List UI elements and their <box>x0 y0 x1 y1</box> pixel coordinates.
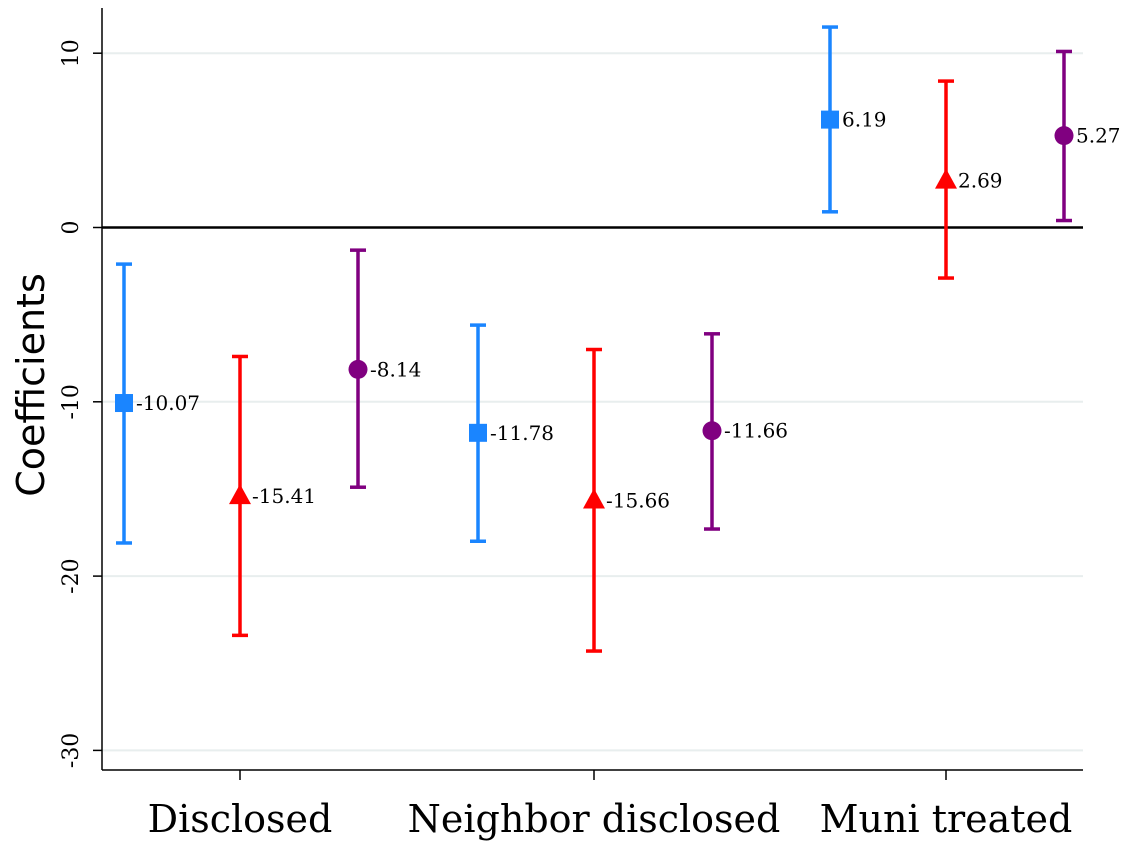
y-tick-label: -30 <box>59 733 84 768</box>
axis-layer: 10 0 -10 -20 -30 Disclosed Neighbor disclosed M… <box>59 8 1083 841</box>
circle-marker <box>348 359 368 379</box>
data-label: 6.19 <box>842 108 887 132</box>
label-layer: -10.07 -11.78 6.19 -15.41 -15.66 2.69 -8.14 -11… <box>136 108 1121 513</box>
marker-layer <box>115 110 1074 509</box>
data-label: 5.27 <box>1076 124 1121 148</box>
y-tick-label: -20 <box>59 558 84 593</box>
triangle-marker <box>935 168 957 189</box>
square-marker <box>115 394 133 413</box>
data-label: -11.66 <box>724 419 788 443</box>
y-axis-title: Coefficients <box>9 273 53 497</box>
square-marker <box>469 423 487 442</box>
data-label: -11.78 <box>490 421 554 445</box>
y-tick-label: 0 <box>59 221 84 235</box>
square-marker <box>821 110 839 129</box>
data-label: 2.69 <box>958 169 1003 193</box>
y-tick-label: -10 <box>59 384 84 419</box>
data-label: -15.66 <box>606 488 670 512</box>
category-label: Disclosed <box>148 797 333 841</box>
circle-marker <box>702 421 722 441</box>
confidence-interval-layer <box>116 25 1072 653</box>
category-label: Neighbor disclosed <box>408 797 781 841</box>
circle-marker <box>1054 126 1074 146</box>
triangle-marker <box>583 488 605 509</box>
y-tick-label: 10 <box>59 39 84 67</box>
data-label: -8.14 <box>370 357 421 381</box>
data-label: -10.07 <box>136 391 200 415</box>
data-label: -15.41 <box>252 484 316 508</box>
triangle-marker <box>229 484 251 505</box>
category-label: Muni treated <box>820 797 1073 841</box>
